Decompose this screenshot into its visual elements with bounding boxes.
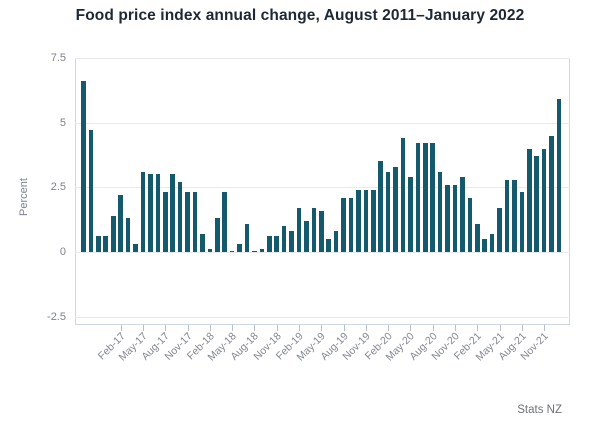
- bar: [467, 197, 473, 252]
- bar: [363, 189, 369, 252]
- x-tick: [209, 325, 211, 331]
- bar: [103, 236, 109, 252]
- bar: [229, 250, 235, 252]
- bar: [214, 218, 220, 252]
- bar: [512, 179, 517, 252]
- gridline: [75, 252, 570, 253]
- x-tick: [365, 325, 367, 331]
- x-tick: [321, 325, 323, 331]
- bar: [88, 130, 94, 252]
- bar: [237, 244, 242, 252]
- x-tick: [499, 325, 501, 331]
- bar: [296, 208, 302, 252]
- gridline: [75, 316, 570, 318]
- x-tick: [298, 325, 300, 331]
- bar: [118, 195, 123, 252]
- x-tick: [410, 325, 412, 331]
- bar: [200, 233, 205, 252]
- x-tick: [521, 325, 523, 331]
- bar: [244, 223, 250, 252]
- bar: [549, 135, 554, 252]
- bar: [445, 184, 450, 252]
- x-tick: [187, 325, 189, 331]
- bar: [148, 174, 153, 252]
- gridline: [75, 57, 570, 59]
- bar: [348, 197, 354, 252]
- bar: [170, 174, 175, 252]
- x-tick: [120, 325, 122, 331]
- x-tick: [254, 325, 256, 331]
- bar: [341, 197, 346, 252]
- x-tick: [455, 325, 456, 331]
- bar: [140, 171, 146, 252]
- bar: [222, 192, 227, 252]
- bar: [133, 244, 138, 252]
- bar: [408, 176, 413, 252]
- bar: [527, 148, 532, 252]
- bar: [281, 226, 287, 252]
- bar: [452, 184, 458, 252]
- bar: [422, 143, 428, 252]
- bar: [326, 239, 331, 252]
- bar: [177, 182, 183, 252]
- bar: [370, 189, 376, 252]
- bar: [497, 208, 502, 252]
- bar: [125, 218, 131, 252]
- bar: [318, 210, 324, 252]
- bar: [437, 171, 443, 252]
- bar: [482, 239, 487, 252]
- x-tick: [142, 325, 144, 331]
- chart-title: Food price index annual change, August 2…: [75, 7, 525, 24]
- x-tick: [388, 325, 390, 331]
- y-tick-label: 5: [59, 116, 66, 129]
- x-tick: [343, 325, 345, 331]
- y-tick-label: 0: [59, 246, 66, 258]
- bar: [192, 192, 198, 252]
- bar: [474, 223, 480, 252]
- x-tick: [544, 325, 546, 331]
- bar: [266, 236, 272, 252]
- x-tick: [477, 325, 479, 331]
- bar: [207, 249, 213, 252]
- bar: [311, 208, 317, 252]
- bar: [289, 231, 294, 252]
- bar: [534, 156, 540, 252]
- bar: [415, 143, 421, 252]
- bar: [333, 231, 339, 252]
- gridline: [75, 187, 570, 189]
- x-tick: [276, 325, 278, 331]
- x-tick: [432, 325, 434, 331]
- bar: [96, 236, 101, 252]
- bar: [356, 189, 361, 252]
- bar: [162, 192, 168, 252]
- bar: [378, 161, 383, 252]
- bar: [81, 81, 86, 252]
- bar: [430, 143, 435, 252]
- bar: [519, 192, 525, 252]
- bar: [155, 174, 161, 252]
- y-tick-label: -2.5: [47, 310, 66, 323]
- bar: [110, 215, 116, 252]
- y-tick-label: 2.5: [50, 181, 66, 194]
- gridline: [75, 122, 570, 124]
- bar: [489, 233, 495, 252]
- bar: [385, 171, 391, 252]
- bar: [393, 166, 398, 252]
- bar: [259, 249, 265, 252]
- bar: [274, 236, 279, 252]
- bar: [556, 99, 562, 252]
- bar: [504, 179, 510, 252]
- bar: [460, 176, 465, 252]
- x-tick: [165, 325, 167, 331]
- bar: [304, 220, 309, 252]
- source-label: Stats NZ: [517, 404, 562, 416]
- y-tick-label: 7.5: [50, 51, 66, 64]
- x-tick: [232, 325, 234, 331]
- bar: [252, 250, 257, 252]
- bar: [541, 148, 547, 252]
- bar: [400, 138, 406, 252]
- bar: [185, 192, 190, 252]
